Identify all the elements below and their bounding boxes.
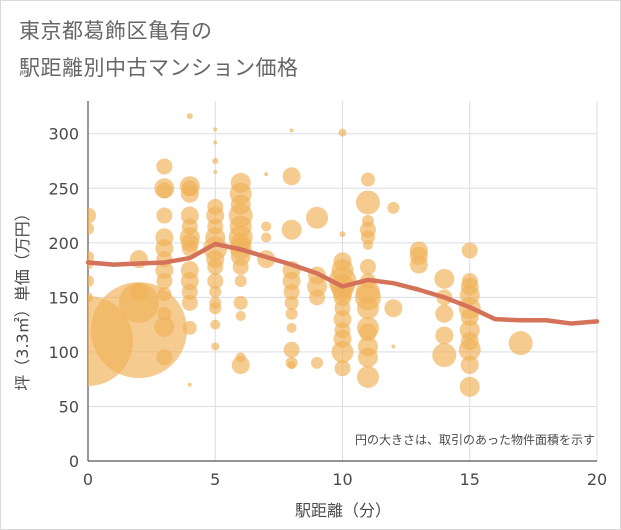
x-tick-label: 5 [210,470,220,489]
data-bubble [181,240,198,257]
data-bubble [311,356,324,369]
data-bubble [434,268,455,289]
y-tick-label: 0 [69,452,79,471]
x-tick-label: 20 [587,470,607,489]
data-bubble [289,128,294,133]
data-bubble [284,295,299,310]
data-bubble [180,184,199,203]
axis-ticks: 0 50 100 150 200 250 300 0 5 10 15 20 [48,125,607,489]
chart-title-line2: 駅距離別中古マンション価格 [19,56,299,80]
bubble-size-note: 円の大きさは、取引のあった物件面積を示す [355,432,595,447]
chart-title-line1: 東京都葛飾区亀有の [19,19,213,43]
data-bubble [88,275,94,287]
data-bubble [508,331,533,356]
data-bubble [391,344,396,349]
data-bubble [460,356,479,374]
data-bubble [287,361,296,369]
data-bubble [283,341,300,358]
data-bubble [156,207,173,224]
trend-line-group [85,241,600,326]
data-bubble [157,306,172,321]
data-bubble [210,319,221,330]
data-bubble [282,167,301,186]
data-bubble [211,342,220,351]
data-bubble [359,258,376,275]
data-bubble [235,310,246,321]
data-bubble [182,320,197,335]
data-bubble [234,275,247,287]
data-bubble [154,316,175,337]
data-bubble [338,128,347,137]
data-bubble [88,222,94,235]
data-bubble [207,258,224,275]
y-axis-title: 坪（3.3㎡）単価（万円） [13,205,32,390]
data-bubble [306,206,329,229]
x-tick-label: 0 [83,470,93,489]
data-bubble [435,304,454,323]
y-tick-label: 100 [48,343,79,362]
data-bubble [461,242,478,259]
data-bubble [181,294,198,311]
data-bubble [264,172,269,177]
y-tick-label: 300 [48,125,79,144]
data-bubble [156,349,173,366]
data-bubble [334,360,351,377]
data-bubble [285,307,298,320]
data-bubble [432,343,457,368]
data-bubble [213,140,218,145]
data-bubble [261,221,272,232]
data-bubble [157,287,172,302]
data-bubble [331,340,354,363]
y-tick-label: 50 [59,397,79,416]
x-axis-title: 駅距離（分） [295,501,391,520]
trend-line [85,241,600,326]
data-bubble [261,232,272,243]
data-bubble [281,219,302,240]
data-bubble [88,207,96,224]
data-bubble [156,273,173,289]
data-bubble [458,338,481,361]
data-bubble [339,231,346,238]
data-bubble [186,113,193,120]
y-tick-label: 150 [48,288,79,307]
data-bubble [384,299,403,318]
x-tick-label: 15 [460,470,480,489]
bubbles [88,113,533,397]
data-bubble [213,169,218,174]
data-bubble [355,190,380,215]
data-bubble [156,158,173,175]
data-bubble [283,283,300,300]
data-bubble [356,297,379,320]
data-bubble [232,258,249,275]
data-bubble [231,356,250,374]
y-tick-label: 200 [48,234,79,253]
y-tick-label: 250 [48,179,79,198]
data-bubble [209,302,222,315]
data-bubble [360,172,375,187]
data-bubble [209,285,222,298]
data-bubble [435,326,454,345]
data-bubble [207,273,224,289]
data-bubble [213,127,218,132]
data-bubble [233,295,248,310]
data-bubble [356,366,379,388]
data-bubble [357,347,378,368]
data-bubble [459,376,480,397]
data-bubble [409,255,428,274]
data-bubble [156,182,173,199]
data-bubble [360,230,375,245]
x-tick-label: 10 [332,470,352,489]
data-bubble [286,322,297,333]
data-bubble [309,289,326,306]
data-bubble [387,201,400,214]
data-bubble [212,158,219,164]
data-bubble [187,382,192,387]
data-bubble [358,323,377,342]
data-bubble [362,240,373,250]
